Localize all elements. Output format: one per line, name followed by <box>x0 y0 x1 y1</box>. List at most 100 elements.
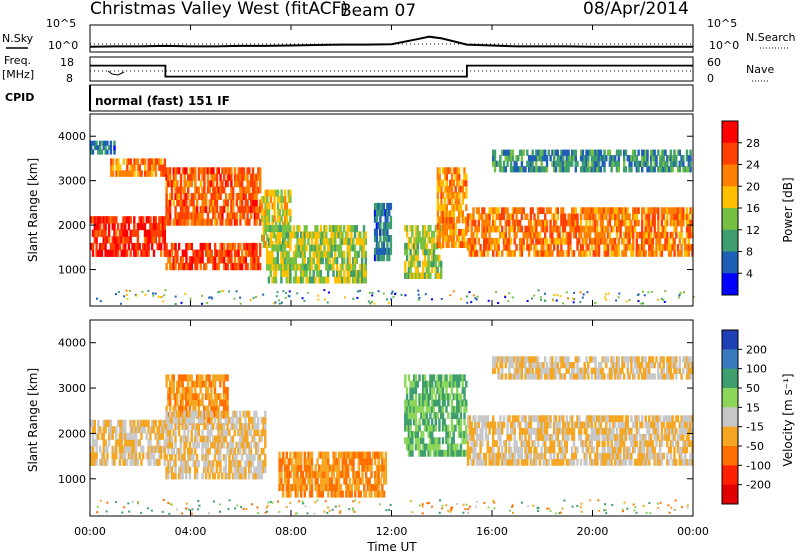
velocity-cell <box>474 415 477 423</box>
power-cell <box>529 225 533 233</box>
power-cell <box>107 229 111 237</box>
power-cell <box>425 248 428 256</box>
power-cell <box>432 242 436 250</box>
velocity-cell <box>536 415 540 423</box>
velocity-heatmap <box>90 356 694 515</box>
power-cell <box>673 237 676 245</box>
velocity-cell <box>553 415 556 423</box>
power-cell <box>203 186 206 194</box>
velocity-cell <box>544 434 547 441</box>
velocity-cell <box>630 458 633 466</box>
power-cell <box>250 173 253 181</box>
power-cell <box>470 250 473 257</box>
power-cell <box>648 213 651 221</box>
power-cell <box>615 219 619 227</box>
velocity-cell <box>95 458 98 466</box>
power-cell <box>174 173 177 181</box>
velocity-cell <box>377 471 380 479</box>
velocity-cell <box>339 484 343 492</box>
power-cell <box>276 189 280 197</box>
velocity-cell <box>655 434 658 441</box>
velocity-cell <box>303 458 306 466</box>
power-cell <box>203 199 206 207</box>
power-cell <box>432 254 436 262</box>
power-cell <box>194 193 197 200</box>
power-speckle <box>262 293 265 296</box>
power-cell <box>131 170 134 177</box>
velocity-cell <box>163 445 166 453</box>
velocity-cell <box>327 484 330 492</box>
velocity-cell <box>169 399 172 407</box>
velocity-cell <box>292 471 296 479</box>
velocity-cell <box>513 452 516 460</box>
velocity-cell <box>418 449 421 457</box>
velocity-cell <box>337 464 341 472</box>
power-cell <box>452 222 456 230</box>
power-cell <box>549 219 552 227</box>
velocity-cell <box>253 435 256 443</box>
velocity-cell <box>574 421 577 429</box>
power-cell <box>124 222 127 231</box>
velocity-cell <box>91 432 95 440</box>
power-cell <box>685 225 689 233</box>
power-cell <box>233 212 237 220</box>
power-cell <box>560 160 563 167</box>
velocity-cell <box>666 434 669 441</box>
power-cell <box>262 240 265 248</box>
power-cell <box>314 244 317 252</box>
velocity-cell <box>186 466 190 474</box>
power-cell <box>102 140 105 146</box>
power-cell <box>565 166 568 173</box>
velocity-cell <box>384 451 388 459</box>
velocity-cell <box>194 386 197 394</box>
velocity-cell <box>233 454 236 461</box>
power-cell <box>664 231 667 239</box>
power-cell <box>527 250 531 257</box>
velocity-cell <box>195 466 199 474</box>
velocity-cell <box>409 418 412 426</box>
power-cell <box>388 254 391 262</box>
velocity-cell <box>298 477 301 485</box>
velocity-cell <box>120 432 123 440</box>
velocity-cell <box>215 466 218 474</box>
power-cell <box>440 272 443 279</box>
velocity-cell <box>179 454 183 461</box>
power-cell <box>271 215 274 223</box>
power-cell <box>282 270 285 277</box>
power-cell <box>651 213 655 221</box>
power-cell <box>339 238 342 245</box>
velocity-cell <box>210 441 213 449</box>
power-cell <box>416 248 419 256</box>
power-cell <box>619 231 622 239</box>
velocity-cell <box>195 460 199 467</box>
power-cell <box>208 167 211 175</box>
velocity-cell <box>554 421 558 429</box>
velocity-cell <box>384 458 388 466</box>
power-cell <box>215 193 219 200</box>
power-cell <box>594 225 597 233</box>
velocity-cell <box>186 393 190 400</box>
power-cell <box>212 167 215 175</box>
power-cell <box>418 272 421 279</box>
velocity-cell <box>183 429 186 437</box>
power-speckle <box>475 298 478 301</box>
velocity-cell <box>436 374 439 382</box>
velocity-cell <box>174 405 177 413</box>
power-cell <box>504 237 507 245</box>
power-cell <box>540 237 543 245</box>
power-cell <box>617 244 620 251</box>
power-cell <box>641 155 644 162</box>
power-cell <box>373 209 377 217</box>
power-cell <box>298 238 301 245</box>
velocity-cell <box>226 429 229 437</box>
power-cell <box>154 236 157 244</box>
velocity-cell <box>258 472 262 480</box>
velocity-cell <box>233 472 236 480</box>
velocity-cell <box>545 415 549 423</box>
power-cell <box>154 170 158 177</box>
power-cell <box>536 166 540 173</box>
velocity-cell <box>145 419 148 427</box>
velocity-cell <box>251 454 254 461</box>
velocity-cell <box>608 452 612 460</box>
velocity-cell <box>441 424 445 432</box>
